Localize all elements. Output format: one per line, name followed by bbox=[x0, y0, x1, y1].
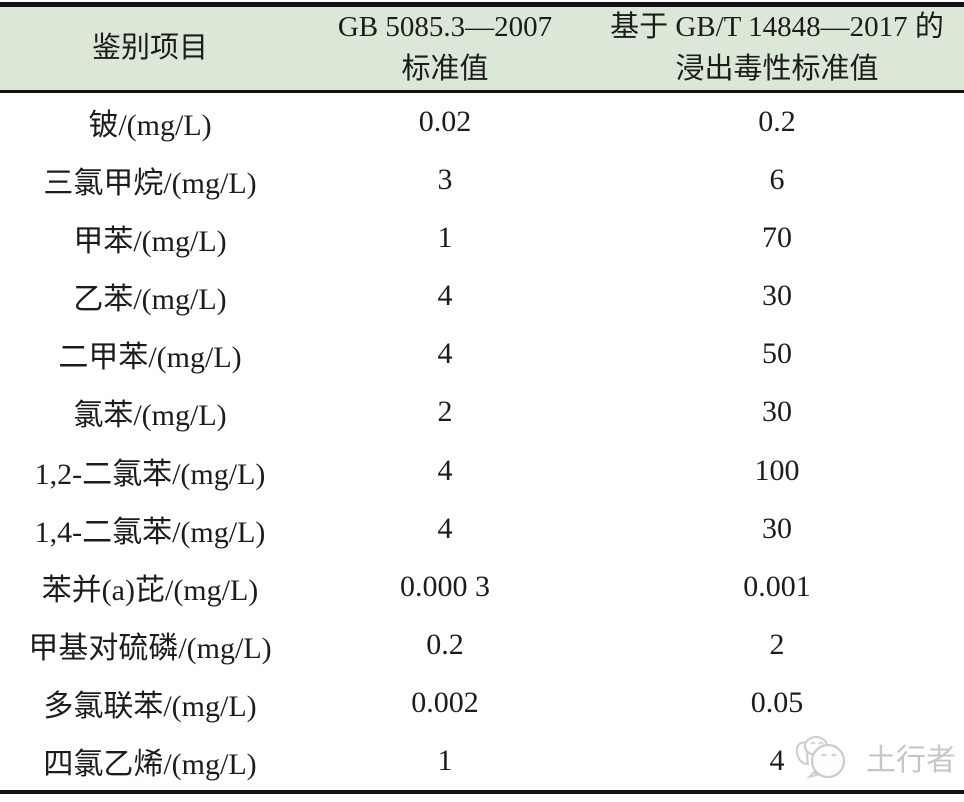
row-gb14848-value: 30 bbox=[762, 511, 792, 545]
header-gb14848-line2: 浸出毒性标准值 bbox=[675, 52, 879, 85]
header-gb14848-line1: 基于 GB/T 14848—2017 的 bbox=[610, 11, 944, 44]
table-row: 铍/(mg/L) 0.02 0.2 bbox=[0, 93, 964, 151]
row-gb5085-value: 0.2 bbox=[426, 627, 464, 661]
row-gb5085-value: 1 bbox=[437, 743, 453, 777]
row-gb5085-value: 4 bbox=[437, 279, 453, 313]
row-gb5085-value: 4 bbox=[437, 453, 453, 487]
table-row: 氯苯/(mg/L) 2 30 bbox=[0, 383, 964, 441]
row-item-label: 铍/(mg/L) bbox=[88, 109, 212, 143]
row-gb5085-value: 3 bbox=[437, 163, 453, 197]
table-row: 1,2-二氯苯/(mg/L) 4 100 bbox=[0, 441, 964, 499]
row-gb5085-value: 0.002 bbox=[411, 685, 479, 719]
row-item-label: 多氯联苯/(mg/L) bbox=[43, 689, 257, 723]
row-gb5085-value: 2 bbox=[437, 395, 453, 429]
row-item-label: 三氯甲烷/(mg/L) bbox=[43, 167, 257, 201]
row-gb5085-value: 0.000 3 bbox=[400, 569, 490, 603]
row-gb14848-value: 0.05 bbox=[750, 685, 804, 719]
header-gb14848-column: 基于 GB/T 14848—2017 的 浸出毒性标准值 bbox=[590, 7, 964, 89]
table-bottom-rule bbox=[0, 790, 964, 794]
table-header-rule bbox=[0, 90, 964, 93]
row-gb5085-value: 4 bbox=[437, 511, 453, 545]
row-item-label: 1,2-二氯苯/(mg/L) bbox=[34, 457, 266, 491]
row-gb5085-value: 4 bbox=[437, 337, 453, 371]
table-row: 1,4-二氯苯/(mg/L) 4 30 bbox=[0, 500, 964, 558]
row-gb14848-value: 100 bbox=[754, 453, 800, 487]
row-gb14848-value: 2 bbox=[769, 627, 785, 661]
row-gb14848-value: 0.001 bbox=[743, 569, 811, 603]
row-gb14848-value: 70 bbox=[762, 221, 792, 255]
table-header-row: 鉴别项目 GB 5085.3—2007 标准值 基于 GB/T 14848—20… bbox=[0, 7, 964, 90]
table-top-rule bbox=[0, 2, 964, 7]
table-row: 多氯联苯/(mg/L) 0.002 0.05 bbox=[0, 674, 964, 732]
table-body: 铍/(mg/L) 0.02 0.2 三氯甲烷/(mg/L) 3 6 甲苯/(mg… bbox=[0, 93, 964, 790]
header-gb5085-line1: GB 5085.3—2007 bbox=[337, 11, 553, 44]
row-item-label: 苯并(a)芘/(mg/L) bbox=[41, 573, 259, 607]
row-gb5085-value: 0.02 bbox=[418, 105, 472, 139]
table-row: 甲基对硫磷/(mg/L) 0.2 2 bbox=[0, 616, 964, 674]
header-item-column: 鉴别项目 bbox=[91, 31, 208, 64]
row-gb14848-value: 50 bbox=[762, 337, 792, 371]
table-row: 四氯乙烯/(mg/L) 1 4 bbox=[0, 732, 964, 790]
row-item-label: 二甲苯/(mg/L) bbox=[58, 341, 242, 375]
row-gb14848-value: 30 bbox=[762, 279, 792, 313]
table-row: 二甲苯/(mg/L) 4 50 bbox=[0, 325, 964, 383]
header-gb5085-line2: 标准值 bbox=[401, 52, 489, 85]
row-gb14848-value: 30 bbox=[762, 395, 792, 429]
row-gb14848-value: 6 bbox=[769, 163, 785, 197]
table-row: 乙苯/(mg/L) 4 30 bbox=[0, 267, 964, 325]
row-gb14848-value: 4 bbox=[769, 743, 785, 777]
header-gb5085-column: GB 5085.3—2007 标准值 bbox=[300, 7, 590, 89]
table-row: 三氯甲烷/(mg/L) 3 6 bbox=[0, 151, 964, 209]
row-item-label: 甲基对硫磷/(mg/L) bbox=[28, 631, 272, 665]
row-item-label: 四氯乙烯/(mg/L) bbox=[43, 747, 257, 781]
table-row: 苯并(a)芘/(mg/L) 0.000 3 0.001 bbox=[0, 558, 964, 616]
row-item-label: 氯苯/(mg/L) bbox=[73, 399, 227, 433]
row-gb5085-value: 1 bbox=[437, 221, 453, 255]
row-gb14848-value: 0.2 bbox=[758, 105, 796, 139]
row-item-label: 1,4-二氯苯/(mg/L) bbox=[34, 515, 266, 549]
row-item-label: 乙苯/(mg/L) bbox=[73, 283, 227, 317]
row-item-label: 甲苯/(mg/L) bbox=[73, 225, 227, 259]
table-row: 甲苯/(mg/L) 1 70 bbox=[0, 209, 964, 267]
